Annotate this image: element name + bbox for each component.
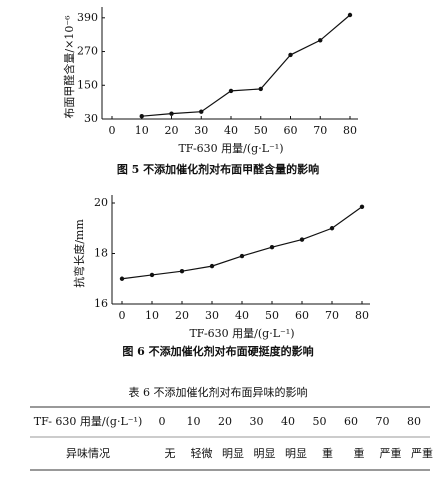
data-point	[299, 237, 305, 242]
data-point	[359, 204, 365, 209]
y-tick-label: 150	[77, 78, 98, 91]
y-tick-label: 270	[77, 45, 98, 58]
table-cell: TF- 630 用量/(g·L⁻¹)	[34, 415, 143, 428]
data-point	[347, 12, 353, 18]
table-cell: 40	[281, 415, 295, 428]
table-cell: 20	[218, 415, 232, 428]
data-point	[209, 263, 215, 269]
x-tick-label: 40	[224, 124, 238, 137]
y-tick-label: 390	[77, 11, 98, 24]
x-tick-label: 20	[165, 124, 179, 137]
x-tick-label: 70	[325, 309, 339, 322]
x-tick-label: 80	[355, 309, 369, 322]
table-cell: 严重	[380, 446, 402, 460]
y-axis-label: 布面甲醛含量/×10⁻⁶	[62, 15, 76, 119]
data-point	[199, 109, 204, 114]
x-tick-label: 40	[235, 309, 249, 322]
x-tick-label: 20	[175, 309, 189, 322]
table-title: 表 6 不添加催化剂对布面异味的影响	[129, 385, 308, 399]
table-cell: 50	[313, 415, 327, 428]
x-tick-label: 70	[313, 124, 327, 137]
y-tick-label: 20	[94, 196, 108, 209]
x-tick-label: 50	[265, 309, 279, 322]
data-point	[119, 276, 125, 281]
x-axis-label: TF-630 用量/(g·L⁻¹)	[178, 142, 283, 155]
data-point	[228, 88, 234, 94]
table-cell: 10	[187, 415, 201, 428]
data-line	[121, 206, 363, 280]
data-point	[258, 86, 263, 92]
table-cell: 严重	[411, 446, 433, 460]
y-axis-label: 抗弯长度/mm	[72, 219, 86, 288]
x-tick-label: 0	[109, 124, 116, 137]
table-cell: 无	[165, 447, 176, 460]
x-tick-label: 50	[254, 124, 268, 137]
x-tick-label: 30	[205, 309, 219, 322]
figure-caption: 图 5 不添加催化剂对布面甲醛含量的影响	[117, 162, 319, 176]
table-cell: 明显	[254, 447, 276, 460]
x-tick-label: 60	[295, 309, 309, 322]
data-point	[169, 111, 174, 116]
table-cell: 重	[322, 446, 333, 460]
table-cell: 70	[376, 415, 390, 428]
table-cell: 明显	[285, 447, 307, 460]
x-axis-label: TF-630 用量/(g·L⁻¹)	[189, 327, 294, 340]
data-point	[269, 244, 275, 250]
table-cell: 异味情况	[66, 447, 110, 460]
table-cell: 60	[344, 415, 358, 428]
x-tick-label: 80	[343, 124, 357, 137]
table-cell: 80	[407, 415, 421, 428]
x-tick-label: 10	[135, 124, 149, 137]
table-cell: 30	[250, 415, 264, 428]
table-cell: 轻微	[191, 446, 213, 460]
y-tick-label: 16	[94, 297, 108, 310]
x-tick-label: 10	[145, 309, 159, 322]
y-tick-label: 30	[84, 112, 98, 125]
data-line	[141, 14, 351, 117]
data-point	[329, 226, 335, 231]
x-tick-label: 30	[194, 124, 208, 137]
x-tick-label: 0	[119, 309, 126, 322]
data-point	[149, 272, 155, 278]
data-point	[239, 253, 245, 259]
data-point	[318, 38, 323, 43]
table-cell: 明显	[222, 447, 244, 460]
data-point	[179, 268, 185, 274]
data-point	[288, 52, 293, 58]
figure-caption: 图 6 不添加催化剂对布面硬挺度的影响	[122, 344, 313, 358]
x-tick-label: 60	[284, 124, 298, 137]
y-tick-label: 18	[94, 247, 108, 260]
table-cell: 重	[354, 446, 365, 460]
data-point	[139, 113, 144, 119]
table-cell: 0	[159, 415, 166, 428]
